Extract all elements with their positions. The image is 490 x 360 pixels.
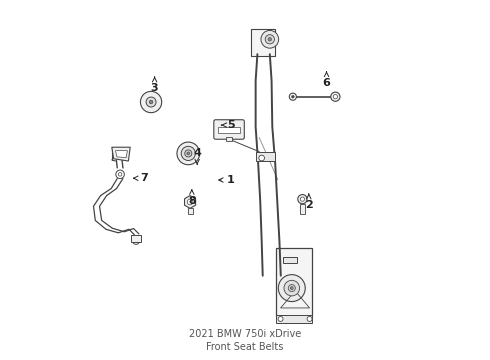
Circle shape (307, 316, 312, 321)
Circle shape (141, 91, 162, 113)
Circle shape (116, 170, 124, 179)
Bar (276, 248, 312, 316)
Text: 7: 7 (134, 173, 148, 183)
Bar (251, 30, 275, 56)
Circle shape (265, 35, 274, 44)
Bar (283, 257, 297, 263)
Circle shape (187, 152, 190, 155)
Bar (256, 152, 275, 161)
Circle shape (284, 280, 299, 296)
Circle shape (288, 284, 295, 292)
Bar (300, 204, 305, 214)
Circle shape (291, 287, 293, 289)
Text: 5: 5 (221, 120, 235, 130)
Text: 2: 2 (305, 194, 313, 210)
Text: 3: 3 (151, 77, 158, 93)
Circle shape (259, 155, 265, 161)
Circle shape (289, 93, 296, 100)
Circle shape (298, 194, 307, 204)
Circle shape (185, 150, 192, 157)
Bar (188, 208, 193, 215)
Circle shape (261, 31, 279, 48)
Circle shape (333, 95, 338, 99)
Circle shape (268, 37, 271, 41)
Text: 6: 6 (322, 72, 330, 87)
Circle shape (118, 172, 122, 176)
Polygon shape (185, 195, 196, 208)
Text: 2021 BMW 750i xDrive
Front Seat Belts: 2021 BMW 750i xDrive Front Seat Belts (189, 329, 301, 352)
Text: 4: 4 (193, 148, 201, 164)
Circle shape (292, 95, 294, 98)
Text: 8: 8 (188, 190, 196, 206)
Circle shape (300, 197, 305, 201)
Circle shape (181, 146, 196, 161)
Circle shape (146, 97, 156, 107)
Polygon shape (131, 235, 141, 242)
Circle shape (149, 100, 153, 104)
Polygon shape (112, 147, 130, 161)
Circle shape (278, 275, 305, 302)
Circle shape (187, 199, 193, 205)
Text: 1: 1 (219, 175, 235, 185)
Polygon shape (116, 151, 127, 158)
Bar (226, 137, 232, 141)
Bar (276, 315, 312, 323)
Circle shape (331, 92, 340, 101)
FancyBboxPatch shape (214, 120, 245, 139)
Circle shape (177, 142, 199, 165)
Bar (218, 127, 241, 133)
Circle shape (278, 316, 283, 321)
